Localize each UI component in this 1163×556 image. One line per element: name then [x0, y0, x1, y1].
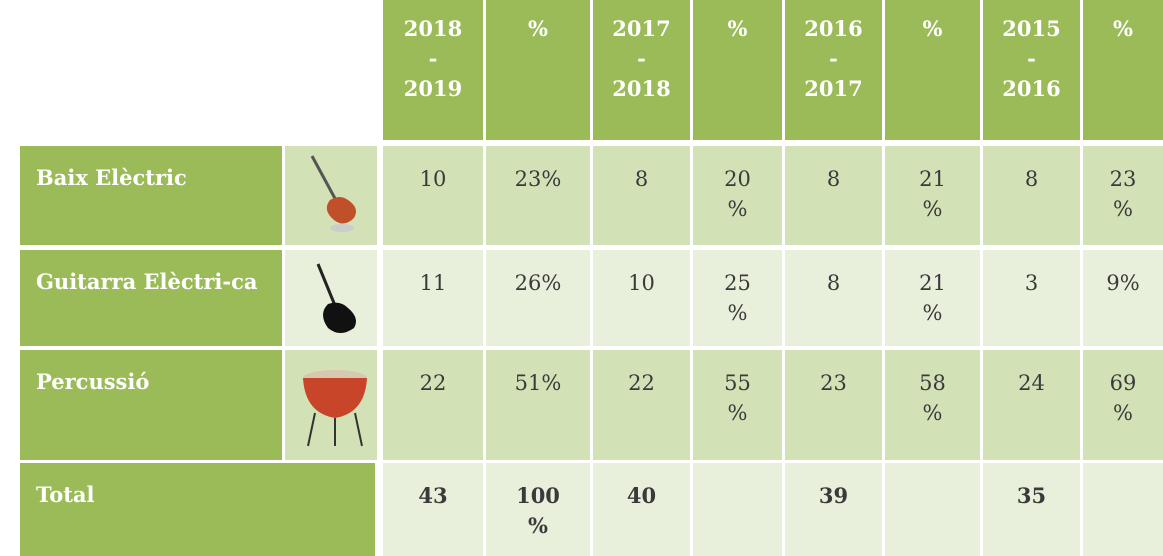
total-label: Total — [20, 463, 375, 556]
total-cell — [1083, 463, 1163, 556]
header-cell: % — [1083, 0, 1163, 140]
data-cell: 21 % — [885, 250, 980, 346]
data-cell: 20 % — [693, 146, 782, 245]
data-cell: 8 — [785, 250, 882, 346]
data-cell: 21 % — [885, 146, 980, 245]
data-cell: 22 — [593, 350, 690, 460]
header-cell: 2015 - 2016 — [983, 0, 1080, 140]
total-cell: 100 % — [486, 463, 590, 556]
data-cell: 51% — [486, 350, 590, 460]
header-cell: % — [486, 0, 590, 140]
data-cell: 3 — [983, 250, 1080, 346]
row-label: Guitarra Elèctri-ca — [20, 250, 282, 346]
bass-icon — [310, 155, 356, 232]
data-cell: 22 — [383, 350, 483, 460]
data-cell: 23% — [486, 146, 590, 245]
data-cell: 25 % — [693, 250, 782, 346]
data-cell: 8 — [785, 146, 882, 245]
data-cell: 10 — [383, 146, 483, 245]
header-cell: 2018 - 2019 — [383, 0, 483, 140]
total-cell: 40 — [593, 463, 690, 556]
row-label: Baix Elèctric — [20, 146, 282, 245]
data-cell: 24 — [983, 350, 1080, 460]
header-cell: % — [693, 0, 782, 140]
data-cell: 58 % — [885, 350, 980, 460]
data-cell: 9% — [1083, 250, 1163, 346]
data-cell: 11 — [383, 250, 483, 346]
data-cell: 8 — [593, 146, 690, 245]
data-cell: 69 % — [1083, 350, 1163, 460]
total-cell: 35 — [983, 463, 1080, 556]
data-cell: 23 — [785, 350, 882, 460]
data-cell: 8 — [983, 146, 1080, 245]
total-cell: 43 — [383, 463, 483, 556]
header-cell: % — [885, 0, 980, 140]
data-cell: 26% — [486, 250, 590, 346]
drum-icon — [303, 370, 367, 447]
total-cell: 39 — [785, 463, 882, 556]
total-cell — [693, 463, 782, 556]
total-cell — [885, 463, 980, 556]
data-cell: 10 — [593, 250, 690, 346]
row-label: Percussió — [20, 350, 282, 460]
data-cell: 55 % — [693, 350, 782, 460]
data-cell: 23 % — [1083, 146, 1163, 245]
header-cell: 2016 - 2017 — [785, 0, 882, 140]
header-cell: 2017 - 2018 — [593, 0, 690, 140]
guitar-icon — [316, 263, 356, 333]
